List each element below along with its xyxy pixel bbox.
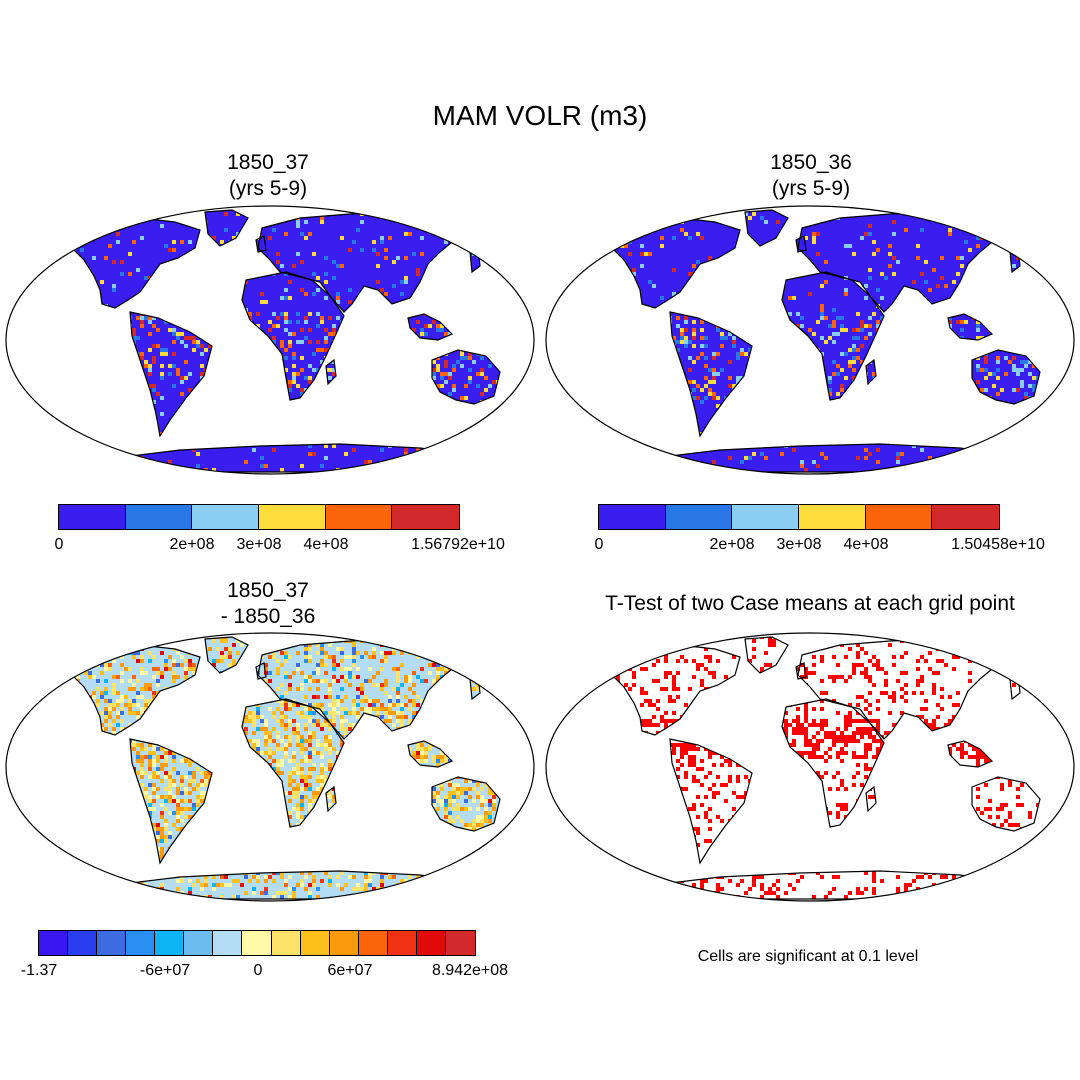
panel3-title-line2: - 1850_36: [220, 605, 316, 628]
colorbar-box: [599, 505, 666, 529]
colorbar-box: [192, 505, 259, 529]
colorbar-box: [329, 931, 359, 955]
cb3-tick-label: -1.37: [20, 962, 58, 979]
cb2-tick-label: 0: [594, 536, 604, 553]
colorbar-box: [184, 931, 214, 955]
colorbar-box: [387, 931, 417, 955]
colorbar-box: [358, 931, 388, 955]
map-panel-1850-36: [545, 205, 1075, 475]
colorbar-box: [932, 505, 999, 529]
map-panel-1850-37: [5, 205, 535, 475]
colorbar-box: [59, 505, 126, 529]
colorbar-difference: [38, 930, 476, 956]
cb3-tick-label: 8.942e+08: [431, 962, 509, 979]
colorbar-box: [39, 931, 69, 955]
cb3-tick-label: 6e+07: [327, 962, 373, 979]
cb1-tick-label: 3e+08: [236, 536, 282, 553]
panel4-title: T-Test of two Case means at each grid po…: [605, 592, 1015, 615]
panel2-title-line1: 1850_36: [770, 151, 852, 174]
cb2-tick-label: 3e+08: [776, 536, 822, 553]
cb1-tick-label: 4e+08: [303, 536, 349, 553]
colorbar-box: [242, 931, 272, 955]
colorbar-box: [155, 931, 185, 955]
colorbar-box: [97, 931, 127, 955]
colorbar-box: [325, 505, 393, 529]
colorbar-box: [258, 505, 326, 529]
colorbar-box: [445, 931, 475, 955]
cb1-tick-label: 0: [54, 536, 64, 553]
colorbar-box: [392, 505, 459, 529]
panel2-title: 1850_36 (yrs 5-9): [601, 150, 1021, 202]
colorbar-1850-36: [598, 504, 1000, 530]
colorbar-box: [126, 931, 156, 955]
panel3-title: 1850_37 - 1850_36: [58, 578, 478, 630]
colorbar-box: [865, 505, 933, 529]
colorbar-box: [798, 505, 866, 529]
colorbar-box: [68, 931, 98, 955]
figure-title: MAM VOLR (m3): [432, 100, 648, 131]
colorbar-box: [300, 931, 330, 955]
cb3-tick-label: -6e+07: [139, 962, 191, 979]
colorbar-box: [665, 505, 733, 529]
colorbar-box: [416, 931, 446, 955]
colorbar-box: [732, 505, 799, 529]
cb2-tick-label: 2e+08: [709, 536, 755, 553]
colorbar-1850-37: [58, 504, 460, 530]
panel1-title-line2: (yrs 5-9): [228, 177, 308, 200]
map-panel-ttest: [545, 632, 1075, 902]
colorbar-box: [271, 931, 301, 955]
colorbar-box: [213, 931, 243, 955]
panel1-title: 1850_37 (yrs 5-9): [58, 150, 478, 202]
panel3-title-line1: 1850_37: [227, 579, 309, 602]
cb2-tick-label: 4e+08: [843, 536, 889, 553]
cb1-tick-label: 1.56792e+10: [411, 536, 505, 553]
cb2-tick-label: 1.50458e+10: [951, 536, 1045, 553]
map-panel-difference: [5, 632, 535, 902]
cb1-tick-label: 2e+08: [169, 536, 215, 553]
colorbar-box: [125, 505, 193, 529]
cb3-tick-label: 0: [253, 962, 263, 979]
panel1-title-line1: 1850_37: [227, 151, 309, 174]
significance-note: Cells are significant at 0.1 level: [697, 948, 919, 965]
panel2-title-line2: (yrs 5-9): [771, 177, 851, 200]
